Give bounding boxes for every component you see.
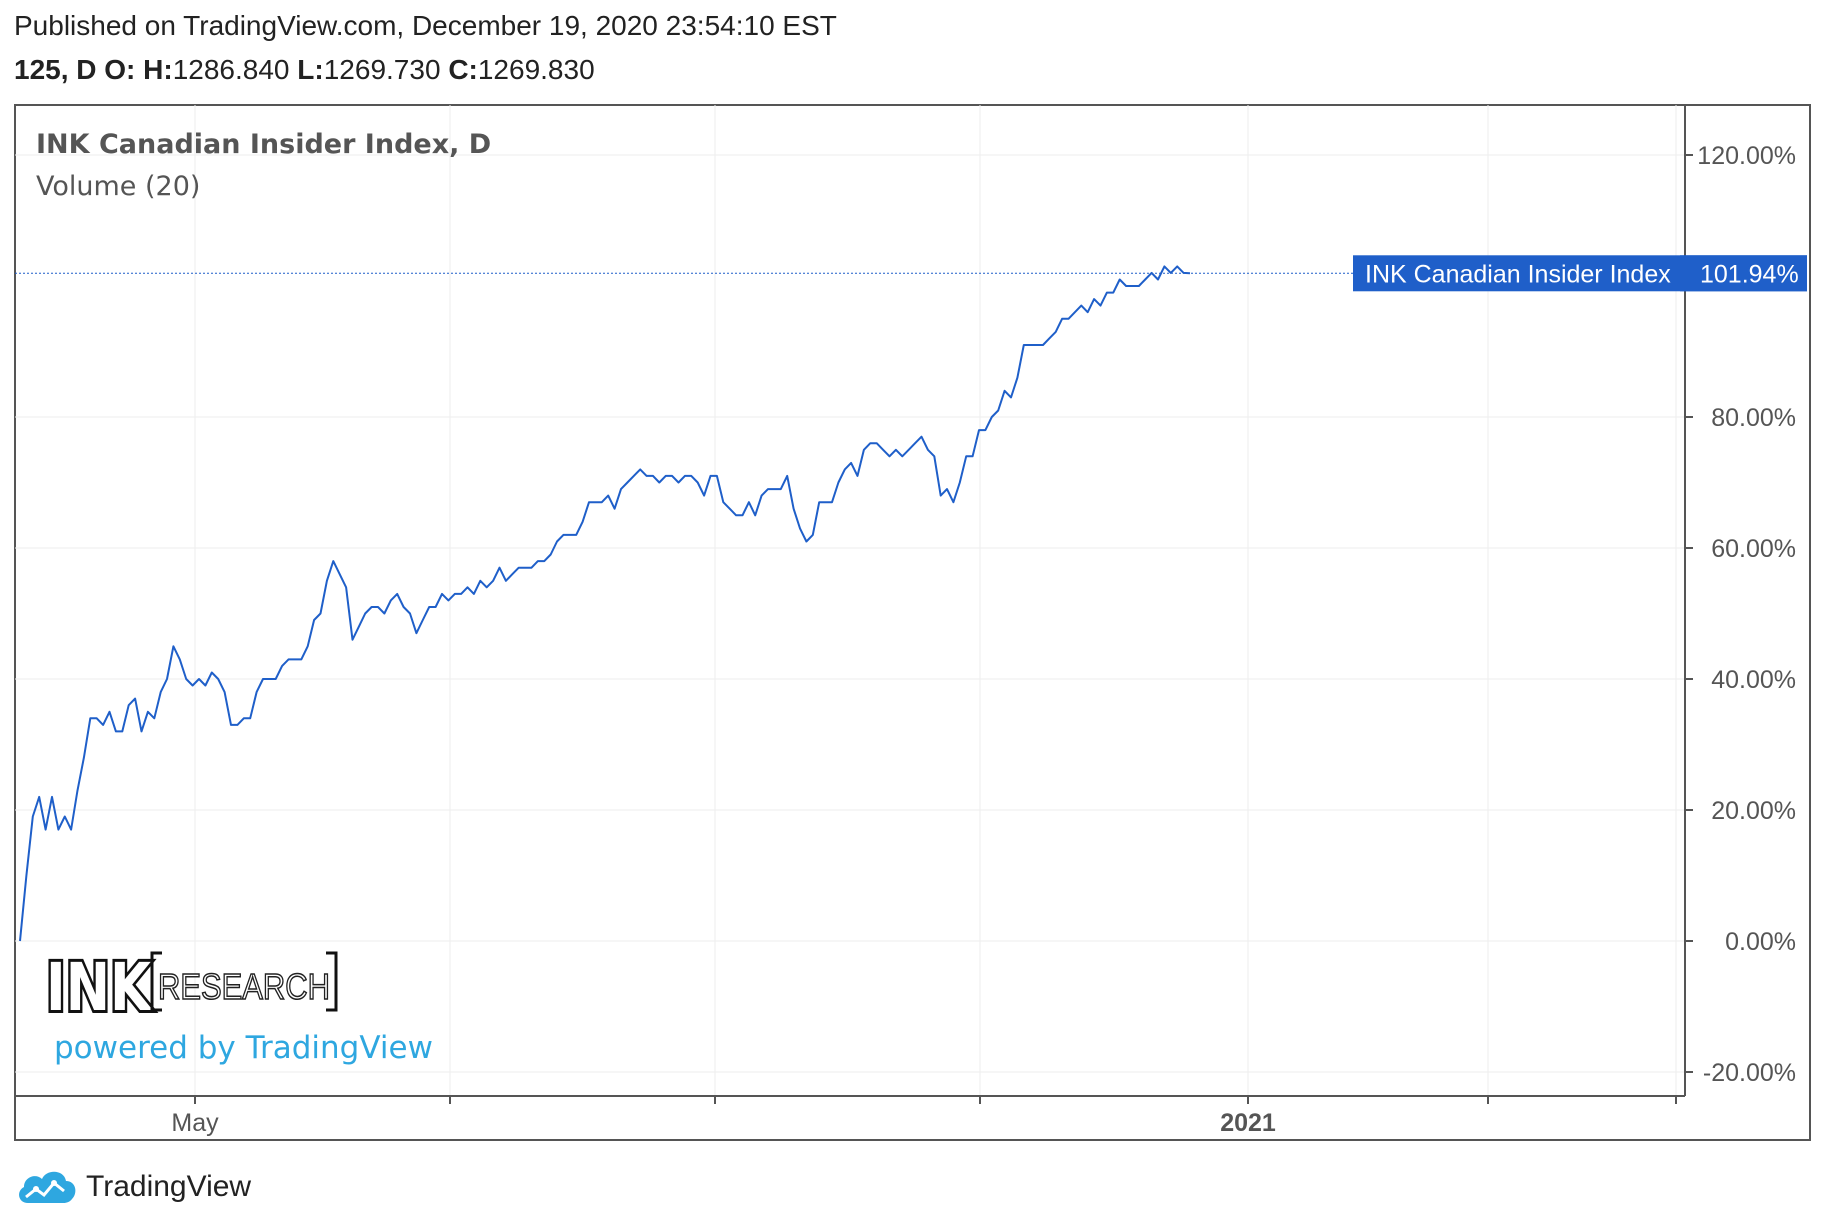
published-line: Published on TradingView.com, December 1… — [14, 10, 837, 41]
close-value: 1269.830 — [477, 54, 595, 85]
x-tick-label: May — [171, 1109, 219, 1137]
price-badge-value: 101.94% — [1700, 260, 1799, 288]
y-tick-label: 60.00% — [1711, 535, 1796, 563]
logo-research: RESEARCH — [158, 966, 330, 1007]
y-tick-label: 80.00% — [1711, 404, 1796, 432]
high-value: 1286.840 — [172, 54, 290, 85]
powered-by-tradingview[interactable]: powered by TradingView — [54, 1030, 433, 1066]
x-tick-label: 2021 — [1220, 1109, 1276, 1137]
footer-brand[interactable]: TradingView — [86, 1170, 252, 1203]
symbol-interval: 125, D — [14, 54, 97, 85]
y-tick-label: -20.00% — [1703, 1059, 1796, 1087]
logo-ink: INK — [46, 949, 153, 1026]
low-label: L: — [297, 54, 324, 85]
price-badge[interactable]: INK Canadian Insider Index 101.94% — [1353, 255, 1807, 292]
price-axis[interactable]: 120.00% 80.00% 60.00% 40.00% 20.00% 0.00% -20.… — [1685, 142, 1796, 1087]
price-badge-value-bg — [1680, 255, 1807, 292]
footer: TradingView — [14, 1165, 251, 1209]
price-badge-name: INK Canadian Insider Index — [1365, 260, 1671, 288]
y-tick-label: 0.00% — [1725, 928, 1796, 956]
y-tick-label: 120.00% — [1697, 142, 1796, 170]
legend-title: INK Canadian Insider Index, D — [36, 129, 491, 160]
tradingview-cloud-icon — [19, 1171, 76, 1203]
low-value: 1269.730 — [323, 54, 441, 85]
grid-lines — [15, 105, 1685, 1096]
y-tick-label: 40.00% — [1711, 666, 1796, 694]
y-tick-label: 20.00% — [1711, 797, 1796, 825]
logo-bracket-left — [150, 951, 162, 1012]
ohlc-line: 125, D O: H:1286.840 L:1269.730 C:1269.8… — [14, 54, 595, 86]
high-label: H: — [143, 54, 173, 85]
time-axis[interactable]: May 2021 — [171, 1096, 1677, 1137]
ink-research-logo: INK RESEARCH — [43, 946, 338, 1029]
open-label: O: — [104, 54, 136, 85]
logo-bracket-right — [326, 951, 338, 1012]
close-label: C: — [448, 54, 478, 85]
legend-volume: Volume (20) — [36, 171, 200, 202]
index-line[interactable] — [19, 265, 1191, 942]
